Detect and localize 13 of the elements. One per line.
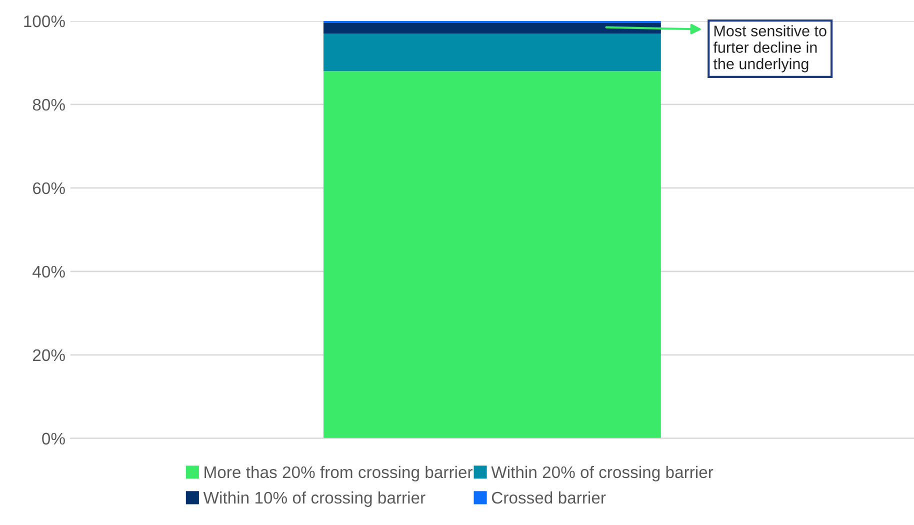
legend-label: Crossed barrier: [492, 491, 606, 504]
bar: [323, 34, 661, 72]
y-tick-label: 100%: [24, 15, 65, 28]
y-tick-label: 40%: [32, 266, 65, 278]
annotation: Most sensitive to furter decline in the underlying: [713, 25, 826, 72]
y-tick-label: 0%: [42, 432, 65, 445]
legend-label: Within 20% of crossing barrier: [491, 466, 714, 482]
legend-label: More thas 20% from crossing barrier: [204, 466, 473, 482]
y-tick-label: 20%: [33, 349, 65, 362]
legend-label: Within 10% of crossing barrier: [203, 491, 426, 507]
bar: [323, 22, 661, 34]
y-tick-label: 60%: [33, 182, 65, 194]
y-tick-label: 80%: [32, 98, 65, 111]
